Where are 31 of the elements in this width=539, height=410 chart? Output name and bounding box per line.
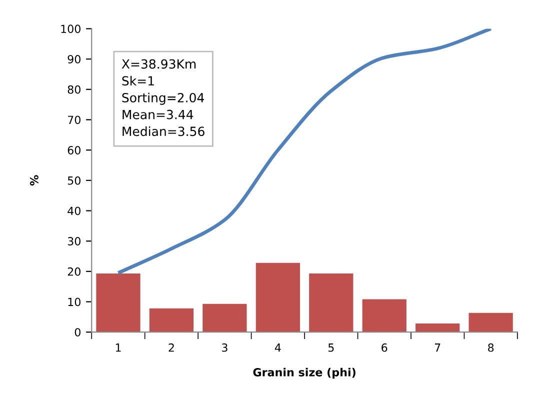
bar (148, 307, 195, 332)
y-tick-label: 40 (68, 206, 80, 216)
x-tick-label: 7 (434, 344, 440, 352)
y-tick-label: 90 (68, 55, 80, 64)
y-tick-label: 70 (68, 116, 80, 124)
x-axis-title: Granin size (phi) (253, 368, 356, 379)
bar (254, 262, 302, 332)
y-tick-label: 10 (68, 298, 80, 306)
bar (361, 298, 408, 332)
annotation: X=38.93Km Sk=1 Sorting=2.04 Mean=3.44 Median=3.56 (122, 59, 204, 136)
x-tick-label: 8 (488, 343, 494, 352)
bar (308, 272, 354, 332)
x-tick-label: 3 (222, 343, 228, 352)
y-tick-label: 80 (68, 85, 80, 94)
y-tick-label: 50 (68, 176, 80, 185)
bar (414, 322, 461, 332)
y-tick-label: 60 (68, 146, 80, 154)
y-tick-label: 0 (74, 328, 80, 336)
bar (95, 272, 142, 332)
bar (202, 302, 248, 332)
bar (468, 312, 514, 332)
y-axis-title: % (30, 175, 38, 186)
x-tick-label: 2 (168, 343, 174, 352)
y-tick-label: 20 (68, 267, 80, 276)
x-tick-label: 4 (274, 344, 281, 352)
y-tick-label: 100 (61, 24, 80, 34)
y-tick-label: 30 (68, 237, 80, 246)
line-series (116, 28, 493, 275)
x-tick-label: 5 (328, 344, 334, 352)
x-tick-label: 6 (382, 343, 388, 352)
x-tick-label: 1 (116, 344, 121, 352)
